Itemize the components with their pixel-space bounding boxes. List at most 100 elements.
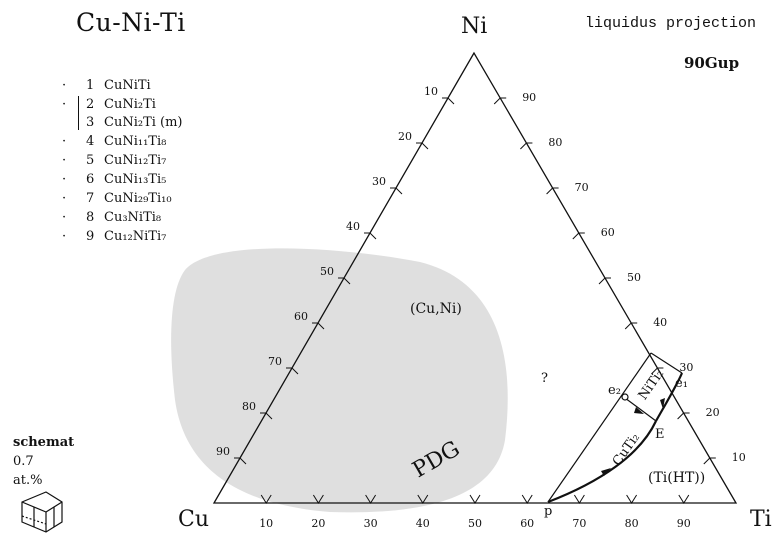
axis-tick-mark bbox=[338, 277, 351, 285]
legend-bullet: · bbox=[62, 78, 67, 93]
axis-tick-label: 70 bbox=[572, 517, 586, 530]
axis-tick-mark bbox=[234, 457, 247, 465]
axis-tick-label: 40 bbox=[653, 316, 667, 329]
axis-tick-mark bbox=[677, 412, 690, 420]
axis-tick-label: 50 bbox=[468, 517, 482, 530]
axis-tick-mark bbox=[286, 367, 299, 375]
axis-tick-label: 80 bbox=[242, 400, 256, 413]
projection-label: liquidus projection bbox=[585, 15, 757, 32]
axis-tick-label: 90 bbox=[216, 445, 230, 458]
schematic-note: schemat 0.7 at.% bbox=[13, 433, 74, 490]
legend-number: 9 bbox=[86, 229, 95, 244]
valley-to-e1-curve bbox=[655, 372, 684, 422]
axis-tick-mark bbox=[469, 494, 481, 504]
axis-tick-label: 90 bbox=[522, 91, 536, 104]
cuti2-boundary-line bbox=[547, 352, 652, 503]
axis-tick-mark bbox=[573, 494, 585, 504]
region-cuti2-label: CuTi₂ bbox=[610, 430, 643, 468]
axis-tick-mark bbox=[312, 322, 325, 330]
axis-tick-label: 10 bbox=[424, 85, 438, 98]
legend-number: 4 bbox=[86, 134, 95, 149]
axis-ticks: 10 90 10 20 80 20 30 70 30 40 60 40 50 50 50 60 40 60 70 30… bbox=[216, 85, 746, 530]
point-p-label: p bbox=[544, 504, 552, 519]
axis-tick-label: 80 bbox=[548, 136, 562, 149]
niti2-top-boundary bbox=[650, 352, 683, 374]
legend-bullet: · bbox=[62, 172, 67, 187]
vertex-ni-label: Ni bbox=[461, 14, 487, 39]
axis-tick-label: 40 bbox=[346, 220, 360, 233]
axis-tick-label: 50 bbox=[627, 271, 641, 284]
axis-tick-label: 30 bbox=[364, 517, 378, 530]
axis-tick-label: 70 bbox=[575, 181, 589, 194]
axis-tick-label: 80 bbox=[625, 517, 639, 530]
legend-bullet: · bbox=[62, 97, 67, 112]
diagram-title: Cu-Ni-Ti bbox=[76, 8, 186, 37]
region-ti-ht-label: (Ti(HT)) bbox=[648, 470, 705, 486]
legend-formula: CuNi₁₁Ti₈ bbox=[104, 134, 167, 149]
legend-number: 6 bbox=[86, 172, 95, 187]
legend-bullet: · bbox=[62, 134, 67, 149]
axis-tick-mark bbox=[703, 457, 716, 465]
point-e2-label: e₂ bbox=[608, 383, 621, 398]
axis-tick-mark bbox=[416, 142, 429, 150]
curve-arrow bbox=[601, 468, 611, 476]
axis-tick-label: 60 bbox=[601, 226, 615, 239]
region-niti2-label: NiTi₂ bbox=[636, 367, 668, 403]
legend-formula: CuNiTi bbox=[104, 78, 151, 93]
axis-tick-mark bbox=[260, 494, 272, 504]
axis-tick-mark bbox=[678, 494, 690, 504]
point-E-label: E bbox=[655, 427, 665, 442]
legend-formula: Cu₁₂NiTi₇ bbox=[104, 229, 167, 244]
eutectic-valley-curve bbox=[547, 420, 657, 504]
curve-arrow bbox=[660, 398, 665, 409]
axis-tick-mark bbox=[312, 494, 324, 504]
axis-tick-mark bbox=[442, 97, 455, 105]
axis-tick-label: 10 bbox=[732, 451, 746, 464]
axis-tick-label: 20 bbox=[311, 517, 325, 530]
vertex-cu-label: Cu bbox=[178, 507, 209, 532]
axis-tick-mark bbox=[598, 277, 611, 285]
axis-tick-mark bbox=[546, 187, 559, 195]
axis-tick-mark bbox=[365, 494, 377, 504]
legend-formula: CuNi₁₃Ti₅ bbox=[104, 172, 167, 187]
legend-number: 8 bbox=[86, 210, 95, 225]
axis-tick-mark bbox=[390, 187, 403, 195]
schematic-unit: at.% bbox=[13, 473, 43, 488]
schematic-value: 0.7 bbox=[13, 454, 34, 469]
axis-tick-label: 70 bbox=[268, 355, 282, 368]
axis-tick-mark bbox=[364, 232, 377, 240]
niti2-inner-boundary bbox=[624, 397, 657, 422]
legend-formula: CuNi₂Ti (m) bbox=[104, 115, 183, 130]
schematic-prism-icon bbox=[21, 491, 63, 533]
curve-arrow bbox=[634, 407, 644, 414]
reference-label: 90Gup bbox=[684, 54, 740, 72]
legend-bullet: · bbox=[62, 153, 67, 168]
axis-tick-mark bbox=[417, 494, 429, 504]
legend-formula: CuNi₂Ti bbox=[104, 97, 156, 112]
axis-tick-mark bbox=[624, 322, 638, 330]
axis-tick-label: 30 bbox=[372, 175, 386, 188]
axis-tick-mark bbox=[626, 494, 638, 504]
legend-number: 2 bbox=[86, 97, 95, 112]
point-e1-label: e₁ bbox=[675, 376, 688, 391]
legend-formula: CuNi₂₉Ti₁₀ bbox=[104, 191, 172, 206]
legend-bullet: · bbox=[62, 210, 67, 225]
axis-tick-label: 30 bbox=[679, 361, 693, 374]
axis-tick-label: 20 bbox=[706, 406, 720, 419]
legend-number: 7 bbox=[86, 191, 95, 206]
axis-tick-label: 20 bbox=[398, 130, 412, 143]
axis-tick-label: 90 bbox=[677, 517, 691, 530]
watermark: PDG bbox=[171, 248, 508, 513]
axis-tick-mark bbox=[260, 412, 273, 420]
legend-formula: CuNi₁₂Ti₇ bbox=[104, 153, 167, 168]
legend-number: 1 bbox=[86, 78, 95, 93]
axis-tick-mark bbox=[521, 494, 533, 504]
legend-bullet: · bbox=[62, 229, 67, 244]
region-cu-ni-label: (Cu,Ni) bbox=[410, 301, 462, 317]
e2-point-marker bbox=[621, 393, 629, 401]
axis-tick-label: 60 bbox=[294, 310, 308, 323]
legend-number: 5 bbox=[86, 153, 95, 168]
axis-tick-label: 50 bbox=[320, 265, 334, 278]
legend-formula: Cu₃NiTi₈ bbox=[104, 210, 162, 225]
